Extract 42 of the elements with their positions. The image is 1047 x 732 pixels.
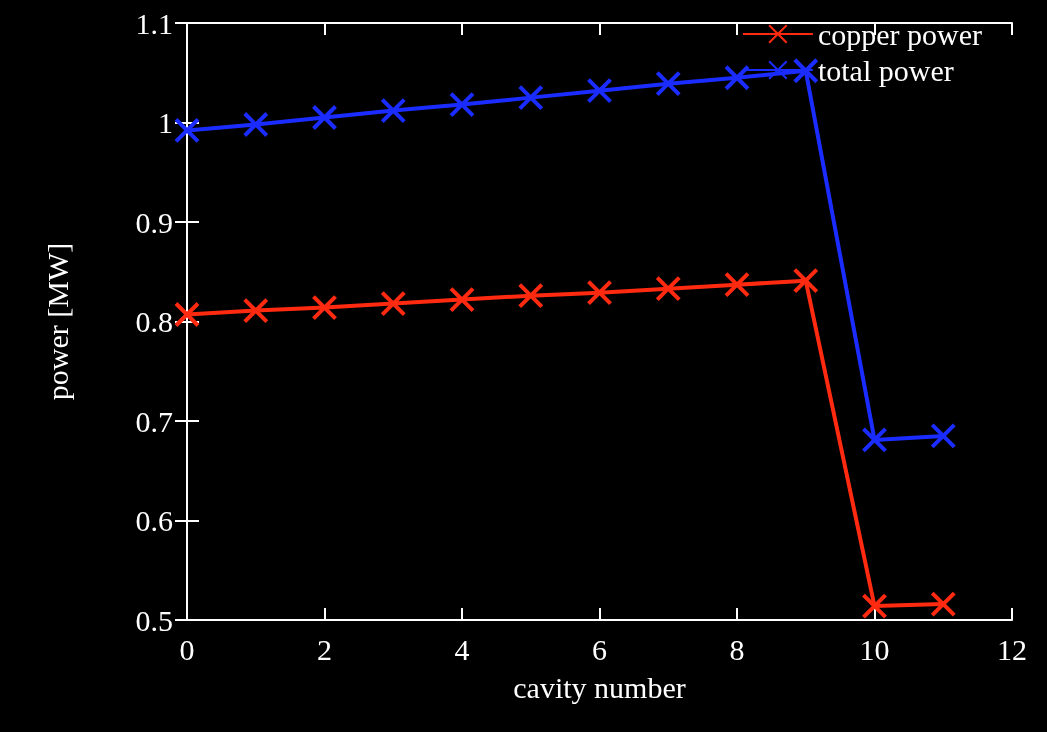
x-tick-label: 6 <box>592 632 607 666</box>
point <box>449 91 475 118</box>
point <box>242 111 269 138</box>
y-tick-label: 0.7 <box>135 404 173 438</box>
y-tick-label: 0.5 <box>135 603 173 637</box>
y-tick-label: 0.9 <box>135 205 173 239</box>
point <box>655 70 682 97</box>
y-tick-label: 1 <box>158 106 173 139</box>
point <box>380 97 407 124</box>
point <box>311 104 338 131</box>
x-tick-label: 10 <box>859 632 890 666</box>
point <box>930 591 957 618</box>
x-tick-label: 12 <box>997 632 1027 666</box>
y-axis-title: power [MW] <box>40 242 74 401</box>
point <box>517 282 544 309</box>
point <box>724 64 750 91</box>
point <box>380 290 407 317</box>
point <box>655 275 682 302</box>
point <box>517 84 544 111</box>
point <box>861 593 888 620</box>
point <box>174 301 200 328</box>
x-tick-label: 2 <box>317 632 332 666</box>
legend-label: total power <box>817 53 954 87</box>
x-tick-label: 8 <box>729 632 745 666</box>
x-axis-title: cavity number <box>513 670 686 704</box>
x-tick-label: 0 <box>179 632 195 666</box>
y-tick-label: 0.6 <box>135 504 173 537</box>
point <box>586 279 613 306</box>
point <box>586 77 613 104</box>
point <box>792 267 819 294</box>
point <box>930 422 957 449</box>
point <box>724 271 750 298</box>
y-tick-label: 1.1 <box>135 6 173 40</box>
point <box>174 117 200 144</box>
point <box>792 57 819 84</box>
legend-label: copper power <box>817 17 983 51</box>
point <box>449 286 475 313</box>
x-tick-label: 4 <box>454 632 470 666</box>
point <box>311 294 338 321</box>
point <box>861 426 888 453</box>
point <box>242 297 269 324</box>
y-tick-label: 0.8 <box>135 305 173 338</box>
